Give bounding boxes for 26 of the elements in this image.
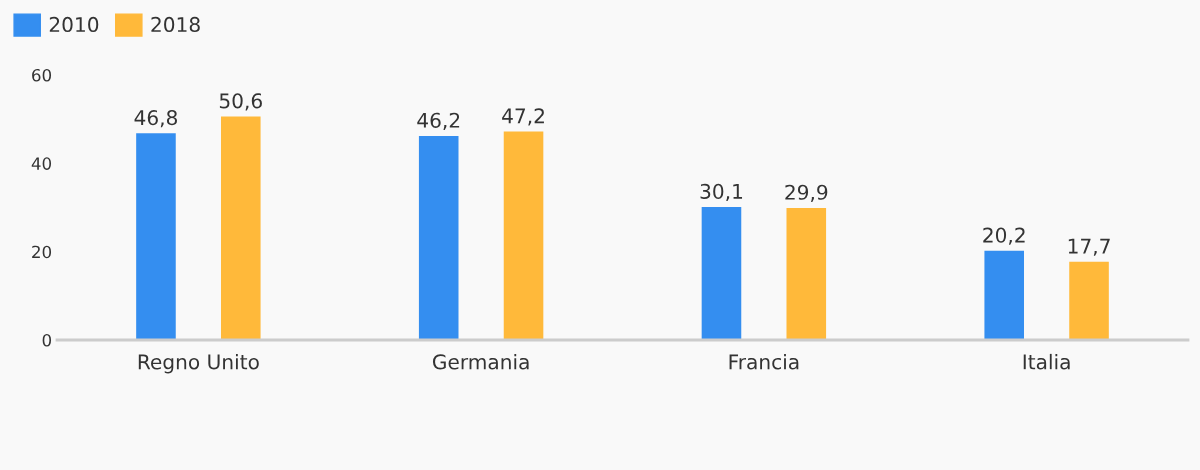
data-label: 29,9 — [785, 184, 828, 202]
x-tick-label: Regno Unito — [138, 353, 259, 374]
data-label: 46,2 — [417, 112, 460, 130]
x-tick-label: Italia — [1023, 353, 1070, 370]
bar — [984, 250, 1024, 340]
bar — [418, 135, 459, 340]
bar — [786, 207, 827, 340]
x-tick-label: Germania — [432, 353, 529, 370]
data-label: 50,6 — [219, 93, 262, 111]
bar — [701, 207, 742, 340]
data-label: 17,7 — [1068, 238, 1110, 256]
bar — [1069, 261, 1109, 340]
y-tick-label: 40 — [31, 157, 52, 170]
legend-label: 2010 — [49, 16, 99, 33]
legend-label: 2018 — [151, 16, 200, 33]
data-label: 46,8 — [134, 110, 177, 128]
data-label: 30,1 — [700, 183, 743, 202]
y-tick-label: 20 — [32, 245, 52, 259]
bar — [503, 131, 544, 340]
y-tick-label: 0 — [42, 333, 52, 347]
bar — [136, 133, 176, 340]
data-label: 47,2 — [502, 108, 544, 126]
x-tick-label: Francia — [729, 353, 799, 370]
data-label: 20,2 — [983, 227, 1025, 245]
bar — [221, 116, 261, 340]
y-tick-label: 60 — [32, 68, 52, 82]
